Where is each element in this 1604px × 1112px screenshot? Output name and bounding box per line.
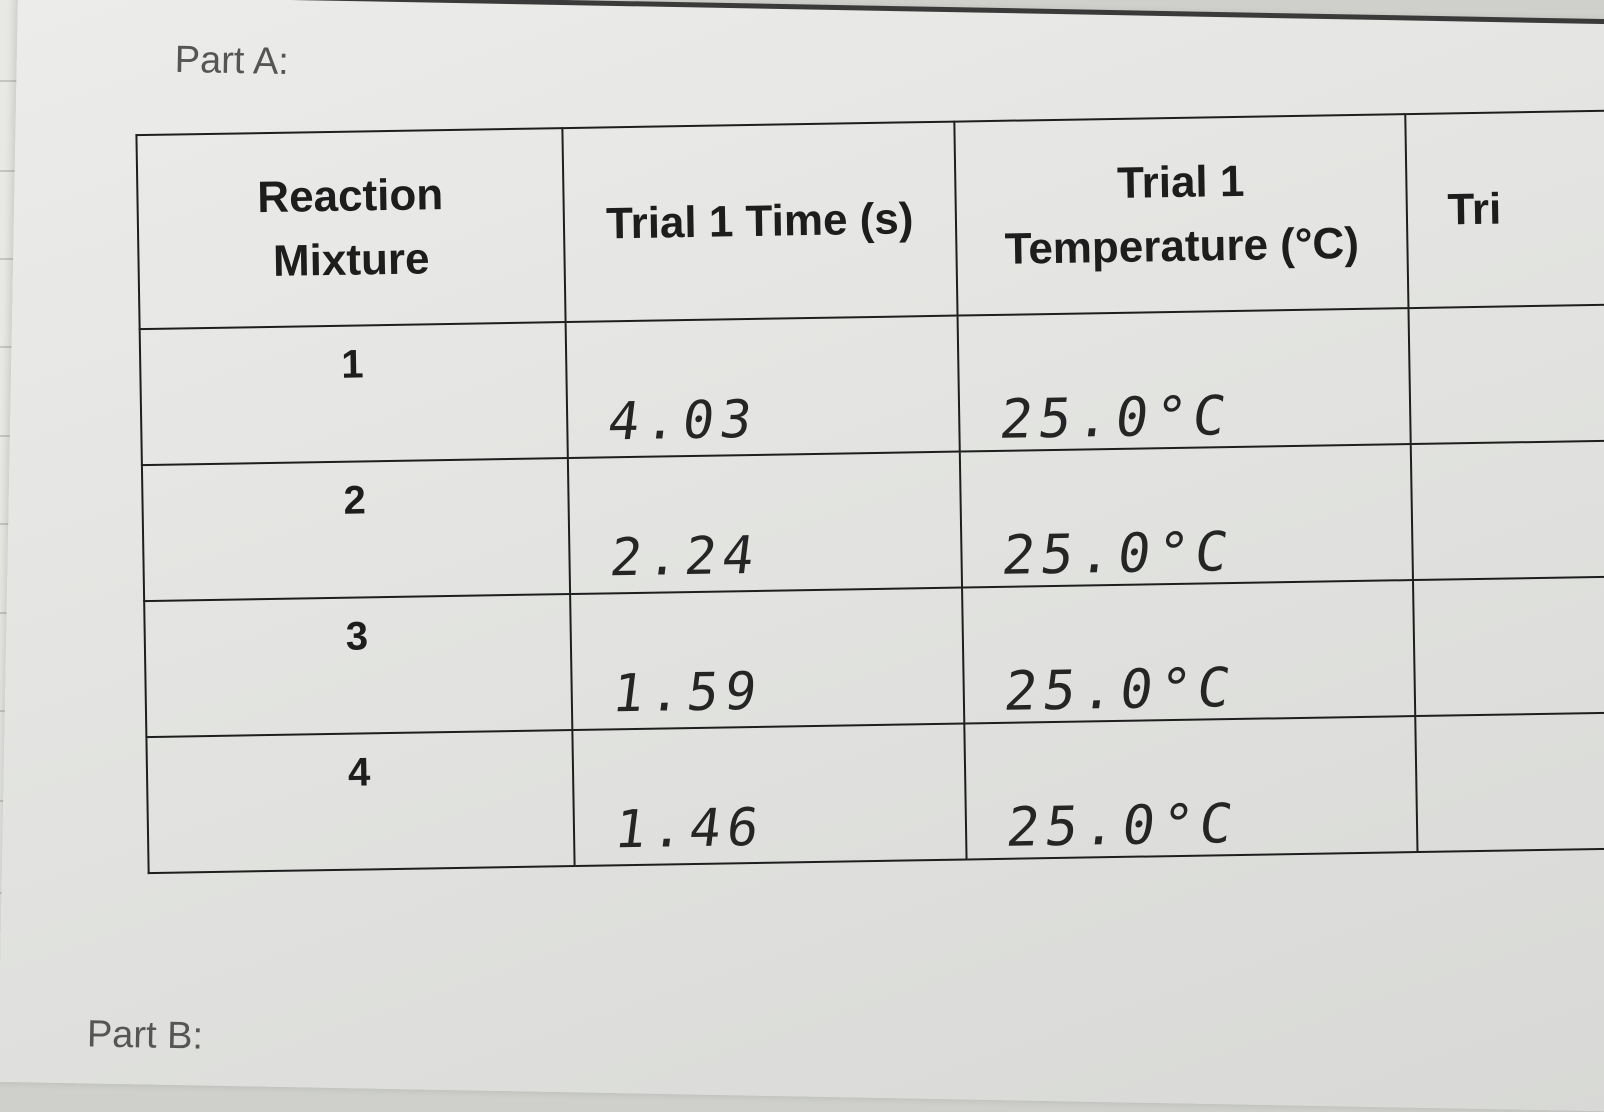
table-row: 1 4.03 25.0°C <box>139 304 1604 466</box>
mixture-cell: 2 <box>141 458 570 602</box>
time-cell: 1.46 <box>571 723 967 867</box>
section-title: Part A: <box>174 38 290 83</box>
mixture-number: 1 <box>340 342 364 387</box>
table-row: 2 2.24 25.0°C <box>141 440 1604 602</box>
header-temp-line1: Trial 1 <box>1116 157 1245 209</box>
data-table: Reaction Mixture Trial 1 Time (s) Trial … <box>135 109 1604 874</box>
next-section-title: Part B: <box>86 1013 204 1058</box>
header-mixture-line2: Mixture <box>272 234 430 286</box>
top-rule-line <box>177 0 1604 25</box>
header-trial1-temperature: Trial 1 Temperature (°C) <box>954 114 1409 316</box>
extra-cell <box>1412 576 1604 717</box>
time-cell: 1.59 <box>569 587 965 731</box>
temperature-cell: 25.0°C <box>964 716 1418 860</box>
time-value: 2.24 <box>606 525 763 589</box>
extra-cell <box>1414 712 1604 853</box>
mixture-number: 3 <box>345 614 369 659</box>
mixture-cell: 1 <box>139 322 568 466</box>
header-cut-off: Tri <box>1404 110 1604 309</box>
header-row: Reaction Mixture Trial 1 Time (s) Trial … <box>136 110 1604 330</box>
extra-cell <box>1408 304 1604 445</box>
mixture-cell: 3 <box>144 594 572 738</box>
temperature-value: 25.0°C <box>1001 655 1240 723</box>
extra-cell <box>1410 440 1604 581</box>
header-mixture-line1: Reaction <box>256 170 444 223</box>
header-cut-off-text: Tri <box>1447 184 1502 235</box>
mixture-cell: 4 <box>146 730 575 874</box>
temperature-cell: 25.0°C <box>959 444 1413 588</box>
time-value: 1.46 <box>610 797 768 861</box>
mixture-number: 2 <box>343 478 367 523</box>
temperature-cell: 25.0°C <box>962 580 1415 724</box>
temperature-value: 25.0°C <box>1003 791 1243 859</box>
time-cell: 4.03 <box>565 315 960 459</box>
header-trial1-time: Trial 1 Time (s) <box>561 121 958 323</box>
temperature-cell: 25.0°C <box>957 308 1411 452</box>
header-temp-line2: Temperature (°C) <box>1004 218 1360 274</box>
header-reaction-mixture: Reaction Mixture <box>136 128 566 330</box>
time-value: 1.59 <box>608 661 766 725</box>
time-cell: 2.24 <box>567 451 963 595</box>
temperature-value: 25.0°C <box>998 519 1238 587</box>
temperature-value: 25.0°C <box>996 383 1236 451</box>
table-row: 3 1.59 25.0°C <box>144 576 1604 738</box>
time-value: 4.03 <box>604 389 761 453</box>
mixture-number: 4 <box>347 750 371 795</box>
table-row: 4 1.46 25.0°C <box>146 712 1604 874</box>
